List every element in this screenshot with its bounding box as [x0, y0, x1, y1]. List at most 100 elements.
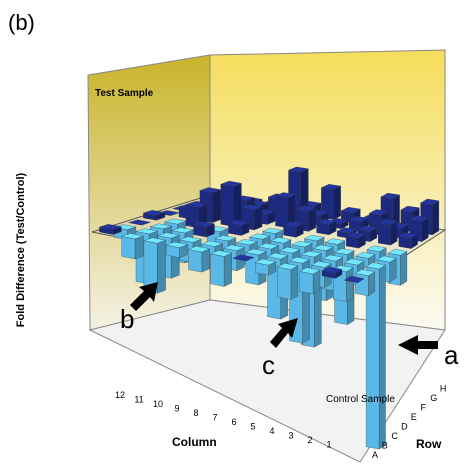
bar-top [322, 254, 344, 262]
bar [274, 192, 297, 229]
bar-top [171, 227, 194, 234]
bar-top [223, 244, 245, 251]
bar-front [220, 184, 234, 227]
bar-top [232, 254, 255, 262]
bar-top [300, 250, 322, 258]
x-tick-label: 10 [153, 399, 163, 409]
bar-top [135, 228, 159, 235]
x-tick-label: 1 [326, 440, 331, 450]
bar [143, 237, 167, 294]
z-tick-label: D [401, 422, 408, 432]
z-tick-label: E [411, 412, 417, 422]
y-axis-label: Fold Difference (Test/Control) [15, 172, 27, 327]
bar-top [345, 232, 366, 239]
bar-top [114, 224, 136, 230]
z-tick-label: H [440, 384, 447, 394]
bar-top [312, 244, 334, 251]
bar-top [320, 184, 342, 190]
bar [343, 275, 365, 283]
z-tick-label: G [430, 393, 437, 403]
z-axis-label: Row [416, 437, 442, 451]
bar-top [143, 210, 165, 216]
x-tick-label: 4 [269, 426, 274, 436]
bar-top [324, 238, 346, 245]
bar-top [236, 239, 258, 246]
x-tick-label: 11 [134, 395, 143, 405]
bar-front [210, 253, 225, 287]
bar-top [334, 248, 355, 255]
bar-top [343, 275, 365, 283]
bar-top [249, 233, 271, 240]
bar-top [157, 232, 180, 239]
bar-top [316, 218, 337, 225]
bar-top [214, 235, 237, 242]
bar-top [380, 192, 401, 199]
bar-side [312, 269, 321, 295]
bar-top [355, 252, 376, 259]
bar [241, 204, 263, 231]
bar-top [277, 263, 299, 270]
bar-top [287, 166, 309, 173]
bar-top [187, 246, 211, 253]
bar [227, 219, 250, 236]
arrow [398, 335, 438, 355]
x-tick-label: 3 [288, 431, 293, 441]
bar-top [143, 237, 167, 244]
bars [99, 166, 440, 450]
bar-side [201, 248, 210, 273]
x-tick-label: 5 [250, 422, 255, 432]
bar-top [387, 249, 408, 256]
bar [365, 262, 386, 450]
bar [283, 221, 304, 238]
bar-side [432, 200, 440, 236]
bar [345, 232, 366, 249]
bar-top [283, 221, 304, 228]
bar-front [121, 236, 136, 260]
arrow [270, 318, 298, 348]
bar-side [378, 264, 386, 450]
bar [321, 266, 343, 279]
bar-top [299, 267, 321, 275]
bar-top [267, 252, 289, 260]
bar-side [346, 267, 354, 302]
bar-front [378, 222, 391, 246]
bar-top [241, 204, 263, 211]
annotation: c [262, 350, 275, 380]
bar-front [188, 249, 202, 273]
bar-top [149, 223, 173, 230]
bar [99, 224, 122, 235]
bar-top [357, 225, 378, 232]
arrow [130, 282, 158, 311]
bar [354, 269, 376, 297]
bar-top [340, 207, 361, 213]
annotation: b [120, 304, 134, 334]
x-tick-label: 2 [307, 435, 312, 445]
bar [187, 246, 211, 273]
x-tick-label: 7 [212, 413, 217, 423]
bar-top [201, 240, 224, 247]
bar-front [275, 195, 289, 229]
z-tick-label: A [372, 450, 378, 460]
bar-top [192, 221, 216, 228]
bar-side [290, 265, 299, 300]
bar-side [157, 239, 166, 294]
bar-top [291, 240, 313, 248]
bar [185, 202, 208, 229]
bar-side [308, 207, 317, 232]
bar [192, 221, 216, 238]
bar [128, 219, 151, 226]
bar [165, 241, 189, 258]
bar-top [365, 262, 386, 270]
bar-front [277, 266, 292, 300]
bar [398, 232, 419, 249]
bar-top [354, 269, 376, 277]
bar-top [99, 224, 122, 230]
bar-top [295, 205, 317, 212]
bar-top [303, 234, 325, 242]
bar [254, 258, 277, 276]
bar-side [223, 252, 232, 287]
bar-top [257, 243, 280, 250]
x-tick-label: 9 [174, 404, 179, 414]
bar-front [355, 273, 369, 297]
bar-top [227, 219, 250, 226]
